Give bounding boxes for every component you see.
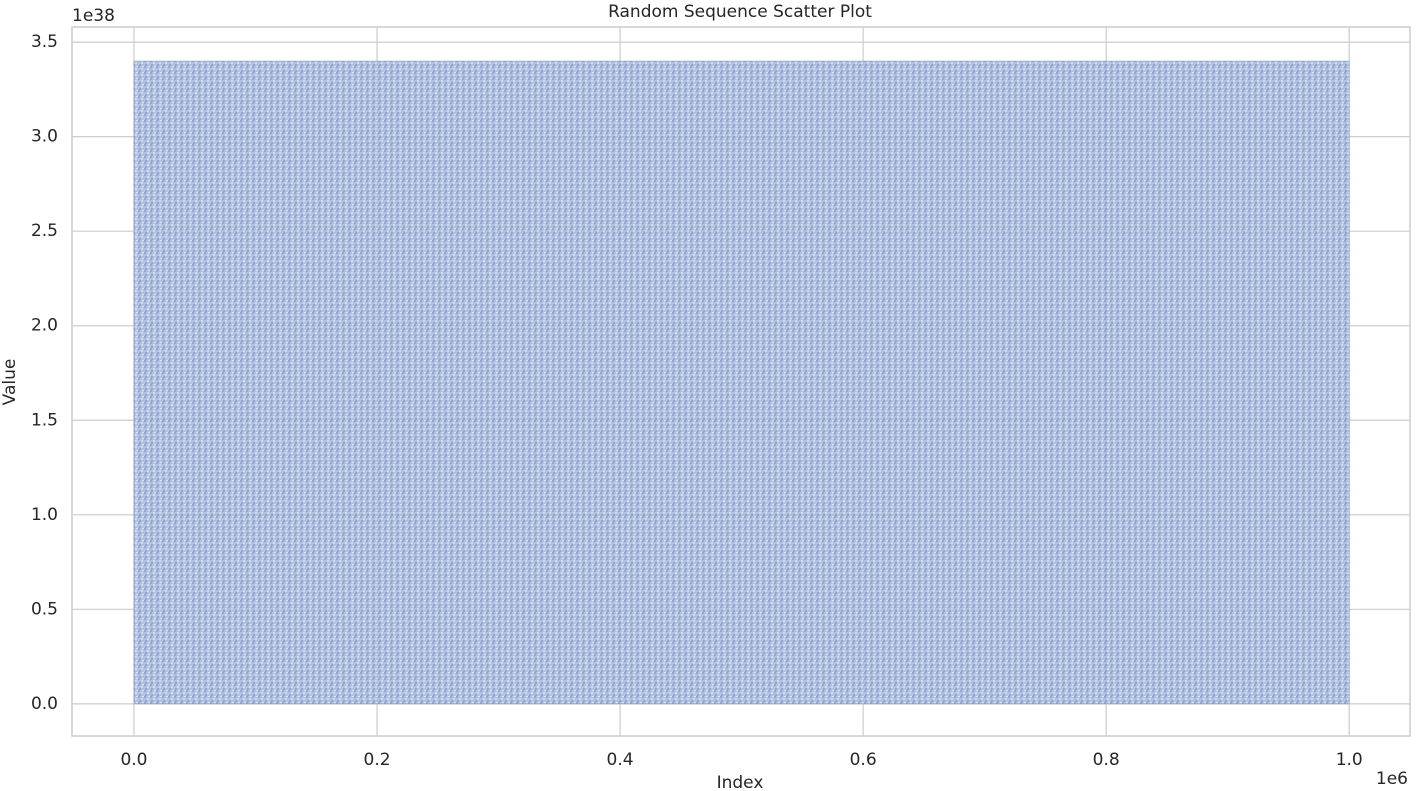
y-tick-label: 1.5 — [31, 410, 58, 430]
y-offset-label: 1e38 — [72, 6, 115, 26]
chart-title: Random Sequence Scatter Plot — [608, 2, 872, 22]
x-tick-label: 0.8 — [1093, 750, 1120, 770]
y-tick-label: 0.0 — [31, 694, 58, 714]
x-axis-label: Index — [717, 773, 764, 791]
y-axis-label: Value — [0, 359, 20, 406]
y-tick-label: 0.5 — [31, 599, 58, 619]
x-tick-label: 0.6 — [850, 750, 877, 770]
y-tick-label: 2.5 — [31, 221, 58, 241]
y-tick-label: 3.5 — [31, 32, 58, 52]
x-tick-label: 1.0 — [1336, 750, 1363, 770]
x-tick-label: 0.0 — [120, 750, 147, 770]
x-offset-label: 1e6 — [1376, 769, 1408, 789]
y-tick-label: 2.0 — [31, 316, 58, 336]
y-tick-label: 3.0 — [31, 127, 58, 147]
y-tick-label: 1.0 — [31, 505, 58, 525]
plot-frame — [71, 26, 1411, 737]
scatter-cloud — [133, 60, 1350, 705]
x-tick-label: 0.2 — [364, 750, 391, 770]
x-tick-label: 0.4 — [607, 750, 634, 770]
